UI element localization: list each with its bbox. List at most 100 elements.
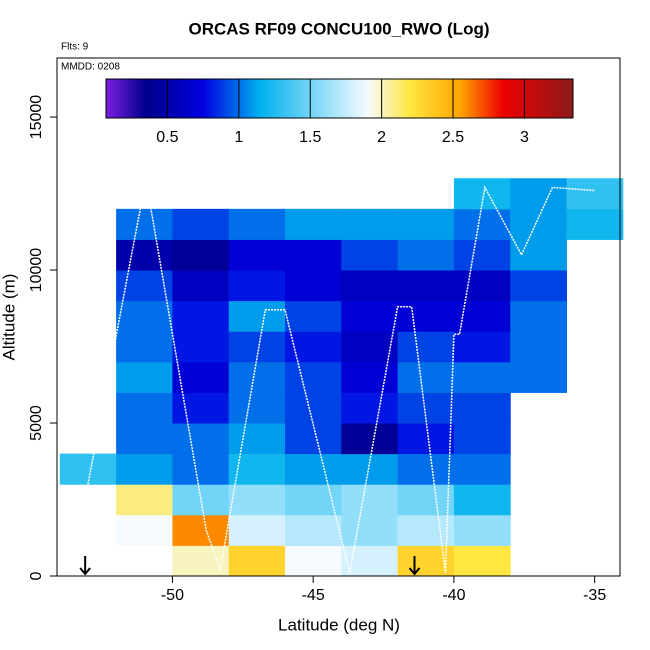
heat-cell bbox=[397, 300, 455, 332]
heat-cell bbox=[453, 361, 511, 393]
colorbar-tick-label: 1.5 bbox=[299, 129, 321, 146]
x-tick-label: -40 bbox=[442, 587, 465, 604]
heat-cell bbox=[116, 331, 173, 363]
heat-cell bbox=[397, 239, 455, 271]
heat-cell bbox=[397, 484, 455, 516]
colorbar-tick-label: 2.5 bbox=[442, 129, 464, 146]
heat-cell bbox=[172, 392, 230, 424]
heat-cell bbox=[228, 270, 286, 302]
heat-cell bbox=[341, 361, 399, 393]
heat-cell bbox=[453, 208, 511, 240]
heat-cell bbox=[228, 484, 286, 516]
heat-cell bbox=[341, 453, 399, 485]
heat-cell bbox=[172, 423, 230, 455]
heat-cell bbox=[453, 514, 511, 546]
heat-cell bbox=[453, 178, 511, 210]
heat-cell bbox=[285, 453, 342, 485]
heat-cell bbox=[341, 331, 399, 363]
colorbar-tick-label: 1 bbox=[234, 129, 243, 146]
x-tick-label: -45 bbox=[302, 587, 325, 604]
heat-cell bbox=[172, 270, 230, 302]
heat-cell bbox=[285, 484, 342, 516]
heat-cell bbox=[566, 178, 624, 210]
heat-cell bbox=[172, 361, 230, 393]
heat-cell bbox=[453, 453, 511, 485]
x-axis-label: Latitude (deg N) bbox=[278, 615, 400, 634]
heat-cell bbox=[453, 239, 511, 271]
heat-cell bbox=[228, 423, 286, 455]
heat-cell bbox=[341, 239, 399, 271]
x-tick-label: -50 bbox=[161, 587, 184, 604]
heat-cell bbox=[285, 208, 342, 240]
heat-cell bbox=[285, 361, 342, 393]
chart-title: ORCAS RF09 CONCU100_RWO (Log) bbox=[189, 19, 490, 38]
heat-cell bbox=[116, 484, 173, 516]
heat-cell bbox=[116, 392, 173, 424]
heat-cell bbox=[453, 545, 511, 577]
heat-cell bbox=[285, 392, 342, 424]
heat-cell bbox=[228, 208, 286, 240]
heat-cell bbox=[228, 300, 286, 332]
heat-cell bbox=[116, 300, 173, 332]
y-axis-label: Altitude (m) bbox=[0, 274, 18, 361]
heat-cell bbox=[116, 453, 173, 485]
heat-cell bbox=[172, 331, 230, 363]
heat-cell bbox=[228, 514, 286, 546]
heat-cell bbox=[116, 514, 173, 546]
heat-cell bbox=[453, 392, 511, 424]
date-note: MMDD: 0208 bbox=[61, 62, 120, 73]
heat-cell bbox=[453, 331, 511, 363]
colorbar bbox=[105, 78, 574, 119]
heat-cell bbox=[172, 239, 230, 271]
heat-cell bbox=[116, 239, 173, 271]
heat-cell bbox=[172, 300, 230, 332]
heat-cell bbox=[510, 178, 568, 210]
heat-cell bbox=[397, 514, 455, 546]
heat-cell bbox=[341, 392, 399, 424]
heat-cell bbox=[285, 300, 342, 332]
y-tick-label: 5000 bbox=[28, 405, 45, 441]
y-tick-label: 15000 bbox=[28, 95, 45, 140]
heat-cell bbox=[510, 270, 568, 302]
heat-cell bbox=[341, 514, 399, 546]
heat-cell bbox=[116, 208, 173, 240]
heat-cell bbox=[397, 453, 455, 485]
heat-cell bbox=[510, 331, 568, 363]
heat-cell bbox=[397, 270, 455, 302]
heat-cell bbox=[341, 208, 399, 240]
heat-cell bbox=[228, 361, 286, 393]
heat-cell bbox=[172, 208, 230, 240]
heat-cell bbox=[510, 300, 568, 332]
heat-cell bbox=[172, 545, 230, 577]
heat-cell bbox=[397, 331, 455, 363]
heat-cell bbox=[341, 300, 399, 332]
heat-cell bbox=[397, 423, 455, 455]
heat-cell bbox=[510, 361, 568, 393]
heat-cell bbox=[341, 423, 399, 455]
heat-cell bbox=[566, 208, 624, 240]
heat-cell bbox=[228, 545, 286, 577]
x-tick-label: -35 bbox=[583, 587, 606, 604]
heat-cell bbox=[116, 361, 173, 393]
heat-cell bbox=[397, 545, 455, 577]
colorbar-tick-label: 2 bbox=[377, 129, 386, 146]
heat-cell bbox=[172, 453, 230, 485]
heat-cell bbox=[510, 239, 568, 271]
heat-cell bbox=[172, 514, 230, 546]
flights-note: Flts: 9 bbox=[61, 42, 89, 53]
arrow-marker bbox=[408, 556, 421, 576]
heat-cell bbox=[453, 300, 511, 332]
heat-cell bbox=[510, 208, 568, 240]
heat-cell bbox=[453, 484, 511, 516]
plot-frame bbox=[56, 57, 621, 577]
heat-cell bbox=[285, 514, 342, 546]
colorbar-tick-label: 3 bbox=[520, 129, 529, 146]
y-tick-label: 0 bbox=[28, 571, 45, 580]
heat-cell bbox=[453, 270, 511, 302]
heat-cell bbox=[172, 484, 230, 516]
heat-cell bbox=[341, 270, 399, 302]
heat-cell bbox=[228, 331, 286, 363]
heat-cell bbox=[285, 270, 342, 302]
heat-cell bbox=[116, 423, 173, 455]
